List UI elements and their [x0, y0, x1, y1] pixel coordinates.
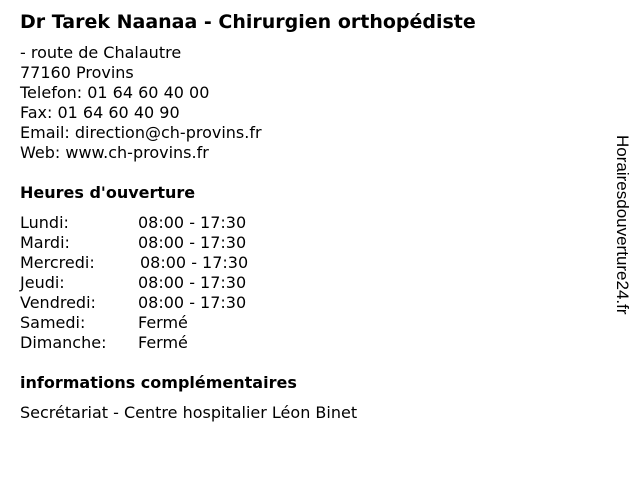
hours-heading: Heures d'ouverture [20, 183, 196, 202]
website: Web: www.ch-provins.fr [20, 143, 209, 162]
day-label: Mercredi: [20, 253, 95, 272]
address-street: - route de Chalautre [20, 43, 182, 62]
day-label: Dimanche: [20, 333, 107, 352]
watermark: Horairesdouverture24.fr [613, 135, 632, 315]
day-label: Jeudi: [20, 273, 65, 292]
day-hours: Fermé [138, 333, 188, 352]
day-label: Vendredi: [20, 293, 96, 312]
address-city: 77160 Provins [20, 63, 134, 82]
info-text: Secrétariat - Centre hospitalier Léon Bi… [20, 403, 358, 422]
phone: Telefon: 01 64 60 40 00 [20, 83, 210, 102]
day-hours: 08:00 - 17:30 [138, 293, 247, 312]
day-hours: 08:00 - 17:30 [138, 233, 247, 252]
day-label: Samedi: [20, 313, 86, 332]
day-label: Lundi: [20, 213, 69, 232]
info-heading: informations complémentaires [20, 373, 297, 392]
fax: Fax: 01 64 60 40 90 [20, 103, 180, 122]
email: Email: direction@ch-provins.fr [20, 123, 262, 142]
day-hours: Fermé [138, 313, 188, 332]
page-title: Dr Tarek Naanaa - Chirurgien orthopédist… [20, 11, 476, 33]
day-hours: 08:00 - 17:30 [140, 253, 249, 272]
day-hours: 08:00 - 17:30 [138, 273, 247, 292]
day-hours: 08:00 - 17:30 [138, 213, 247, 232]
day-label: Mardi: [20, 233, 70, 252]
